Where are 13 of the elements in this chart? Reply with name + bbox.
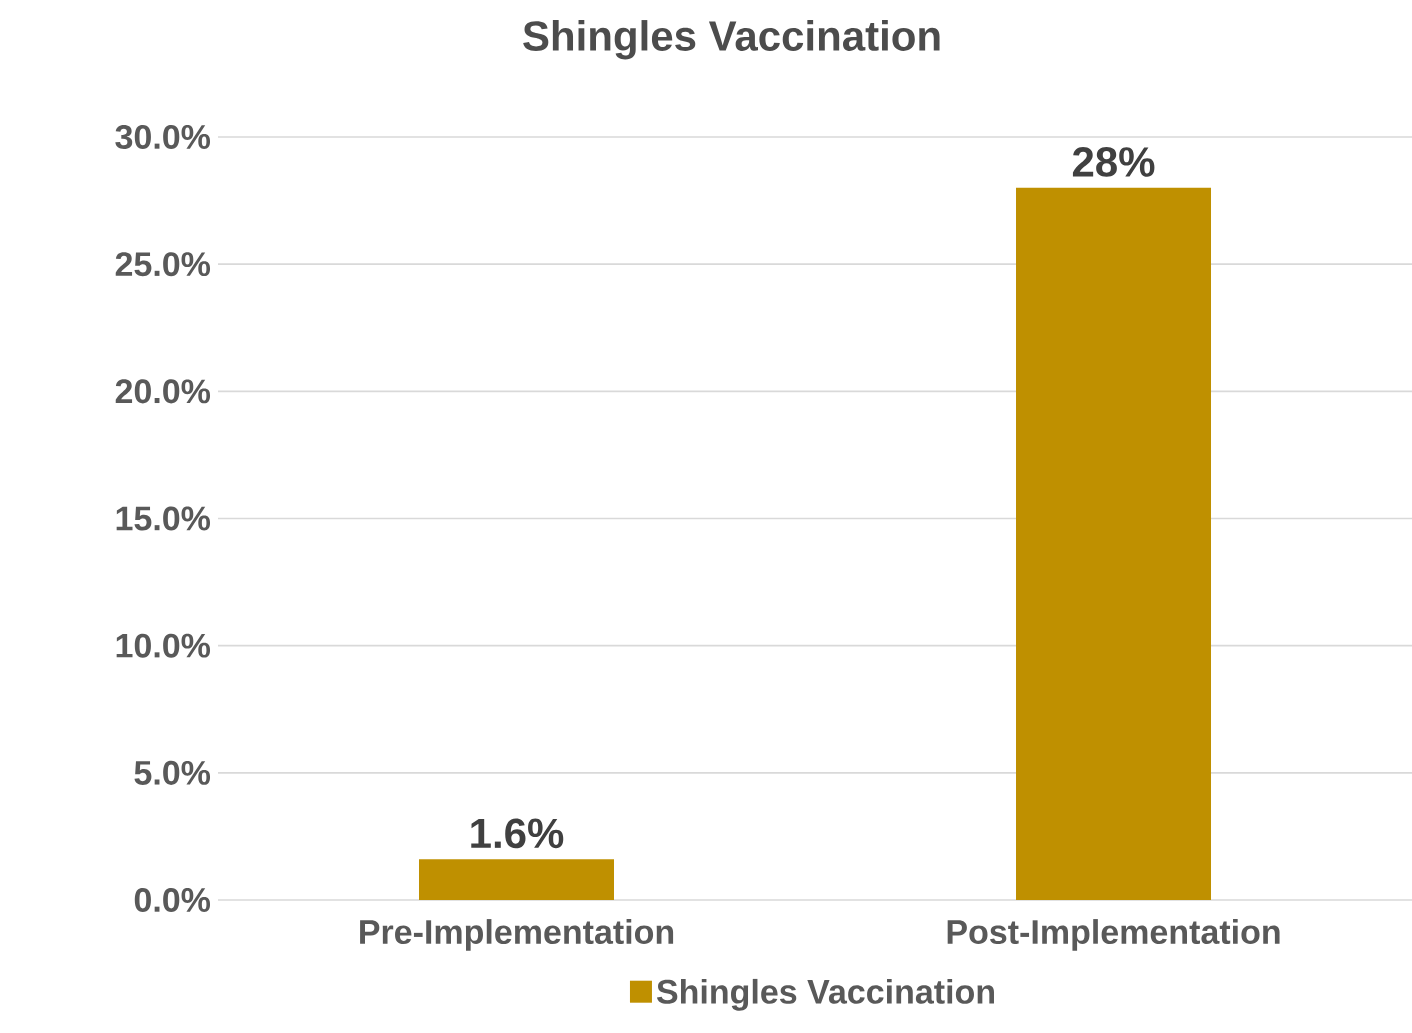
y-tick-label: 5.0% bbox=[134, 760, 211, 785]
legend-label: Shingles Vaccination bbox=[656, 978, 994, 1011]
y-tick-label: 30.0% bbox=[115, 124, 211, 150]
y-tick-label: 10.0% bbox=[116, 633, 211, 658]
y-tick-label: 20.0% bbox=[115, 379, 211, 404]
x-tick-label: Post-Implementation bbox=[947, 919, 1280, 951]
x-tick-label: Pre-Implementation bbox=[360, 919, 674, 951]
y-tick-label: 15.0% bbox=[116, 506, 211, 531]
y-tick-label: 25.0% bbox=[115, 252, 211, 277]
chart-title: Shingles Vaccination bbox=[523, 20, 940, 60]
data-label: 28% bbox=[1072, 147, 1155, 177]
y-tick-label: 0.0% bbox=[134, 887, 211, 913]
data-label: 1.6% bbox=[471, 818, 564, 849]
